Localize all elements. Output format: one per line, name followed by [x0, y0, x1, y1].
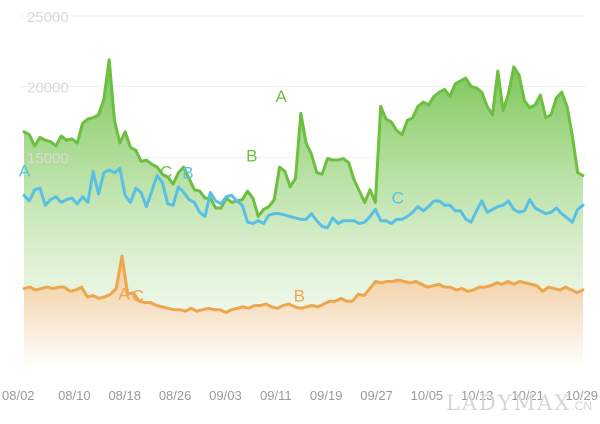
annotation-label: C [392, 189, 404, 208]
annotation-label: B [294, 287, 305, 306]
y-tick-label: 15000 [27, 150, 69, 167]
series-lines [22, 58, 585, 315]
y-axis-ticks: 15000 20000 25000 [27, 9, 69, 167]
x-tick-label: 09/03 [209, 388, 242, 403]
x-tick-label: 08/02 [2, 388, 35, 403]
watermark-text: LADYMAX [445, 391, 572, 415]
x-tick-label: 08/26 [159, 388, 192, 403]
annotation-label: C [132, 287, 144, 306]
x-tick-label: 09/11 [260, 388, 292, 403]
series-areas [24, 59, 583, 370]
x-tick-label: 10/13 [461, 388, 494, 403]
y-tick-label: 25000 [27, 9, 69, 26]
x-axis-ticks: 08/02 08/10 08/18 08/26 09/03 09/11 09/19 09/27… [2, 388, 598, 403]
series-line-blue [22, 167, 585, 230]
x-tick-label: 08/18 [108, 388, 141, 403]
watermark-suffix: .CN [571, 399, 592, 413]
annotation-label: B [246, 146, 257, 165]
x-tick-label: 10/29 [565, 388, 598, 403]
x-tick-label: 09/19 [310, 388, 343, 403]
x-tick-label: 10/05 [411, 388, 444, 403]
annotation-label: A [118, 285, 130, 304]
area-orange [24, 256, 583, 369]
series-line-orange [22, 254, 585, 315]
annotation-label: A [19, 161, 31, 180]
annotation-label: C [160, 162, 172, 181]
y-tick-label: 20000 [27, 80, 69, 97]
x-tick-label: 09/27 [360, 388, 393, 403]
annotation-label: A [275, 87, 287, 106]
x-tick-label: 10/21 [511, 388, 544, 403]
annotation-label: B [182, 163, 193, 182]
watermark-logo: LADYMAX.CN [446, 391, 592, 415]
series-line-green [22, 58, 585, 218]
x-tick-label: 08/10 [58, 388, 91, 403]
